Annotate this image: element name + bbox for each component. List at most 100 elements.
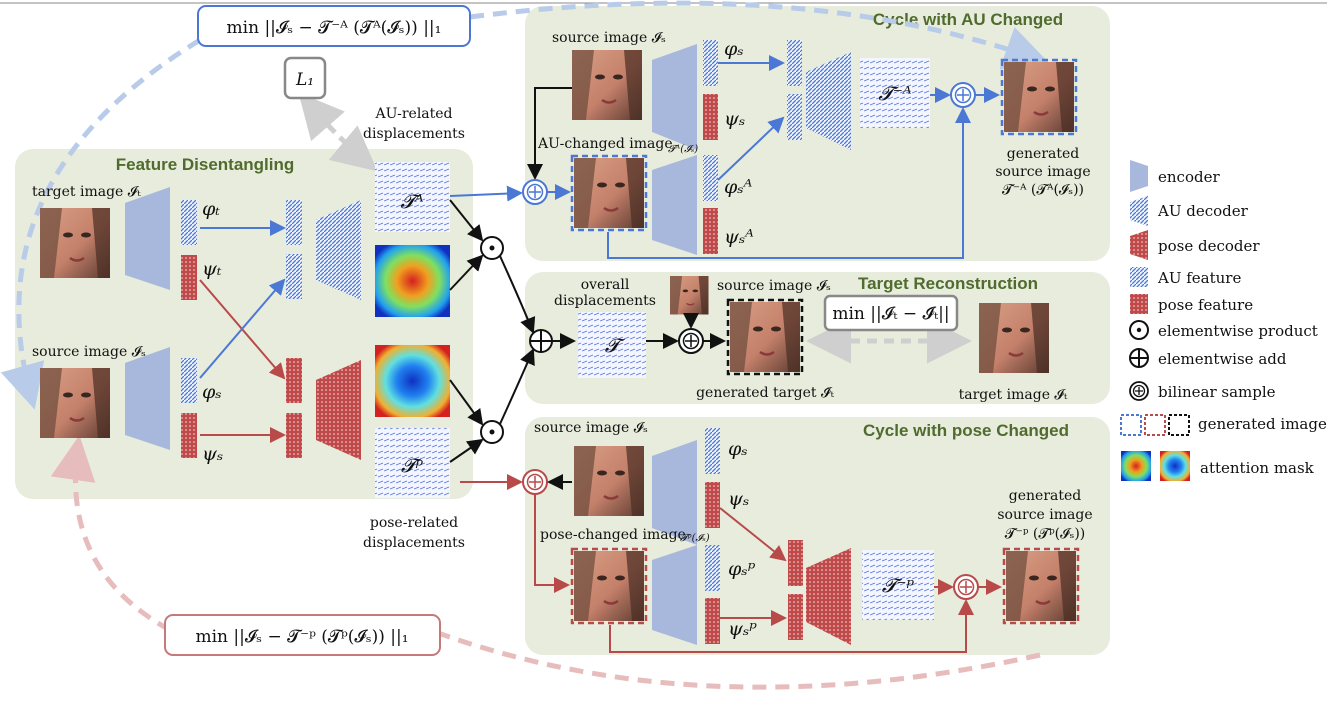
- legend-encoder-swatch: [1130, 160, 1148, 192]
- pose-attention-mask: [375, 345, 450, 417]
- encoder-target: [125, 187, 170, 290]
- au-changed-label: AU-changed image: [537, 136, 673, 152]
- pose-cycle-encoder-1: [652, 440, 697, 545]
- au-cycle-psi-s: [703, 94, 718, 140]
- arrow-phi-s: [199, 278, 286, 379]
- pose-loss-formula: min ||𝓘ₛ − 𝓣⁻ᵖ (𝓣ᵖ(𝓘ₛ)) ||₁: [195, 627, 408, 647]
- au-decoder-input-1: [286, 200, 302, 245]
- encoder-source: [125, 347, 170, 450]
- au-related-label-1: AU-related: [374, 106, 452, 122]
- feature-disentangling-title: Feature Disentangling: [116, 155, 295, 174]
- psi-t-symbol: ψₜ: [202, 258, 222, 280]
- psi-s-p-symbol: ψₛᵖ: [728, 618, 757, 640]
- phi-s-p-symbol: φₛᵖ: [728, 558, 756, 580]
- au-cycle-encoder-2: [652, 155, 697, 255]
- au-cycle-dec-in-1: [787, 40, 802, 86]
- pose-cycle-psi-s: [705, 482, 720, 528]
- pose-source-face: [572, 444, 646, 518]
- phi-t-symbol: φₜ: [202, 198, 220, 220]
- au-cycle-decoder: [806, 52, 851, 150]
- pose-source-label: source image 𝓘ₛ: [534, 420, 648, 436]
- au-cycle-dec-in-2: [787, 94, 802, 140]
- cycle-au-title: Cycle with AU Changed: [873, 10, 1063, 29]
- l1-box: [283, 56, 327, 100]
- au-cycle-phi-s-a: [703, 155, 718, 201]
- pose-decoder: [316, 360, 361, 460]
- au-related-label-2: displacements: [363, 126, 465, 142]
- target-recon-title: Target Reconstruction: [858, 274, 1038, 293]
- pose-cycle-dec-in-1: [788, 540, 803, 586]
- overall-displacement-map: [578, 312, 646, 378]
- phi-s-symbol: φₛ: [202, 381, 222, 403]
- t-neg-a-symbol: 𝓣⁻ᴬ: [878, 83, 912, 105]
- au-cycle-psi-s-a: [703, 208, 718, 254]
- tr-source-label: source image 𝓘ₛ: [717, 278, 831, 294]
- target-image-tr-face: [977, 301, 1051, 375]
- arrow-mask-to-product: [449, 254, 484, 291]
- au-skip-arrow: [607, 107, 971, 259]
- pose-changed-frame: [570, 547, 648, 625]
- t-p-symbol: 𝓣ᵖ: [401, 455, 424, 477]
- pose-cycle-decoder: [806, 548, 851, 645]
- legend-pose-feature-label: pose feature: [1158, 296, 1253, 314]
- legend-au-feature-swatch: [1130, 267, 1148, 287]
- au-generated-frame: [1000, 58, 1078, 136]
- pose-gen-label-1: generated: [1009, 488, 1081, 504]
- legend-attention-2: [1160, 451, 1190, 481]
- generated-target-label: generated target 𝓘̂ₜ: [696, 385, 834, 401]
- au-loss-box: [197, 5, 471, 47]
- pose-skip-arrow: [609, 599, 974, 653]
- pose-related-label-1: pose-related: [370, 515, 458, 531]
- au-source-face: [570, 48, 644, 122]
- tr-source-face: [669, 275, 710, 316]
- legend-pose-decoder-label: pose decoder: [1158, 237, 1260, 255]
- au-psi-s-symbol: ψₛ: [724, 108, 745, 130]
- au-feature-phi-t: [181, 200, 197, 245]
- target-image-face: [38, 206, 112, 280]
- legend-au-decoder-swatch: [1130, 196, 1148, 226]
- pose-cycle-encoder-2: [652, 545, 697, 645]
- legend-au-feature-label: AU feature: [1157, 269, 1241, 287]
- pose-cycle-dec-in-2: [788, 594, 803, 640]
- arrow-mask2-to-product: [449, 379, 484, 426]
- target-loss-box: [823, 294, 959, 332]
- pose-related-label-2: displacements: [363, 535, 465, 551]
- arrow-tp-to-product: [449, 438, 484, 463]
- au-gen-label-3: 𝓣⁻ᴬ (𝓣ᴬ(𝓘ₛ)): [1002, 182, 1084, 198]
- pose-generated-face: [1004, 549, 1078, 623]
- legend-attention-label: attention mask: [1200, 459, 1315, 477]
- au-feature-phi-s: [181, 358, 197, 403]
- product-dot-pose: [489, 429, 495, 435]
- arrow-product-au-to-add: [499, 255, 536, 334]
- pose-changed-face: [572, 549, 646, 623]
- ta-to-au-bilinear: [449, 185, 523, 202]
- pose-generated-frame: [1002, 547, 1080, 625]
- t-neg-p-symbol: 𝓣⁻ᵖ: [882, 575, 915, 597]
- au-changed-face: [572, 156, 646, 230]
- pose-displacement-map: [375, 428, 450, 498]
- source-image-label: source image 𝓘ₛ: [32, 344, 146, 360]
- t-a-symbol: 𝓣ᴬ: [400, 191, 424, 213]
- au-attention-mask: [375, 245, 450, 317]
- au-arrow-phi-a: [717, 116, 785, 181]
- pose-feature-psi-s: [181, 413, 197, 458]
- legend-encoder-label: encoder: [1158, 168, 1220, 186]
- au-changed-sub: 𝓣ᴬ(𝓘ₛ): [668, 144, 698, 155]
- pose-cycle-psi-s-p: [705, 598, 720, 644]
- pose-gen-label-3: 𝓣⁻ᵖ (𝓣ᵖ(𝓘ₛ)): [1005, 526, 1086, 542]
- pose-arrow-psi: [719, 507, 787, 562]
- arrow-ta-to-product: [449, 199, 484, 242]
- pose-cycle-phi-s: [705, 428, 720, 474]
- legend-bilinear-label: bilinear sample: [1158, 383, 1276, 401]
- phi-s-a-symbol: φₛᴬ: [724, 176, 753, 198]
- au-gen-label-2: source image: [995, 164, 1090, 180]
- pose-loss-arc-right: [429, 627, 1041, 690]
- legend-generated-blue: [1120, 414, 1142, 436]
- pose-changed-sub: 𝓣ᵖ(𝓘ₛ): [680, 533, 710, 544]
- t-neg-p-map: [862, 550, 934, 620]
- pose-phi-s-symbol: φₛ: [728, 438, 748, 460]
- legend-attention-1: [1121, 451, 1151, 481]
- product-dot-au: [489, 245, 495, 251]
